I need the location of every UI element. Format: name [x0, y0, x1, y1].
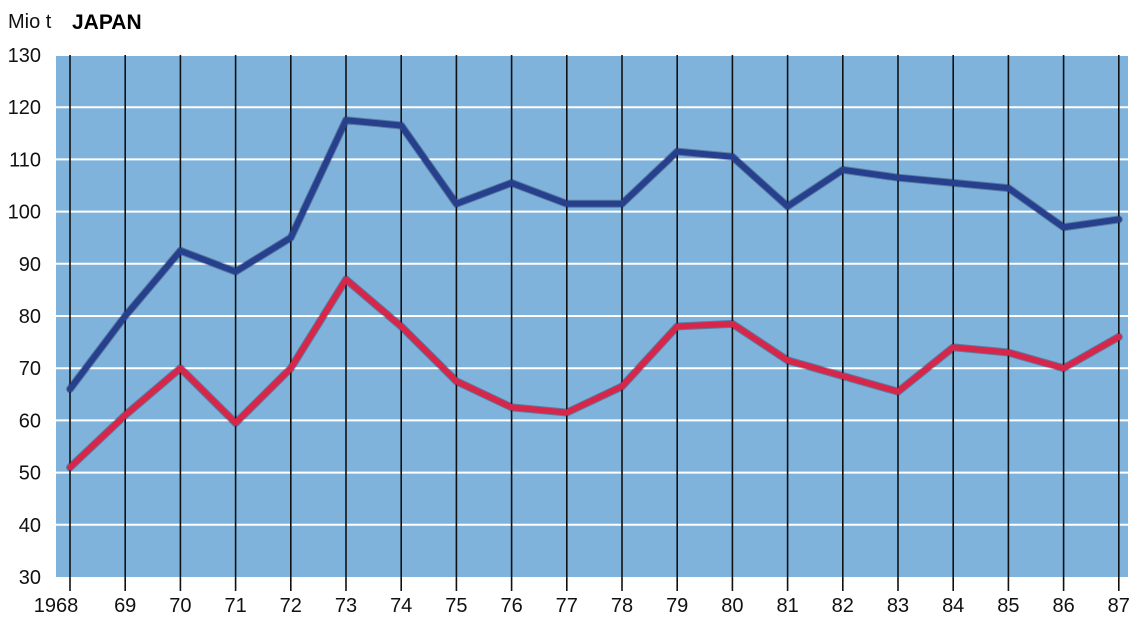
series-0-point-71	[233, 269, 238, 274]
x-tick-label-73: 73	[335, 595, 357, 617]
series-1-point-78	[619, 384, 624, 389]
x-tick-label-1968: 1968	[34, 595, 79, 617]
y-tick-label-60: 60	[19, 410, 41, 432]
x-tick-labels: 1968 69 70 71 72 73 74 75 76 77 78 79 80 81 82 83 84 85 86…	[34, 595, 1130, 617]
y-tick-label-130: 130	[8, 45, 41, 67]
series-1-point-87	[1116, 334, 1121, 339]
series-1-point-84	[951, 345, 956, 350]
series-1-point-80	[730, 321, 735, 326]
series-0-point-79	[675, 149, 680, 154]
series-1-point-81	[785, 358, 790, 363]
series-0-point-85	[1006, 186, 1011, 191]
x-tick-label-72: 72	[280, 595, 302, 617]
series-0-point-78	[619, 201, 624, 206]
x-tick-label-83: 83	[887, 595, 909, 617]
series-1-point-77	[564, 410, 569, 415]
series-0-point-72	[288, 235, 293, 240]
series-1-point-1968	[67, 465, 72, 470]
series-1-point-83	[895, 389, 900, 394]
x-tick-label-87: 87	[1108, 595, 1130, 617]
series-1-point-73	[343, 277, 348, 282]
x-tick-label-71: 71	[224, 595, 246, 617]
series-0-point-83	[895, 175, 900, 180]
series-1-point-76	[509, 405, 514, 410]
y-tick-label-90: 90	[19, 254, 41, 276]
y-tick-label-30: 30	[19, 567, 41, 589]
x-tick-label-74: 74	[390, 595, 412, 617]
series-0-point-1968	[67, 386, 72, 391]
series-0-point-69	[123, 313, 128, 318]
series-0-point-77	[564, 201, 569, 206]
x-tick-label-86: 86	[1052, 595, 1074, 617]
series-0-point-76	[509, 180, 514, 185]
x-tick-label-77: 77	[556, 595, 578, 617]
series-1-point-85	[1006, 350, 1011, 355]
y-tick-label-100: 100	[8, 202, 41, 224]
chart-title: JAPAN	[72, 11, 142, 34]
x-tick-label-75: 75	[445, 595, 467, 617]
y-tick-label-70: 70	[19, 358, 41, 380]
series-1-point-86	[1061, 366, 1066, 371]
y-tick-label-50: 50	[19, 463, 41, 485]
series-0-point-75	[454, 201, 459, 206]
series-1-point-70	[178, 366, 183, 371]
x-tick-label-79: 79	[666, 595, 688, 617]
series-0-point-70	[178, 248, 183, 253]
x-tick-label-84: 84	[942, 595, 964, 617]
y-tick-label-80: 80	[19, 306, 41, 328]
series-0-point-73	[343, 118, 348, 123]
series-0-point-87	[1116, 217, 1121, 222]
series-1-point-71	[233, 420, 238, 425]
series-0-point-86	[1061, 225, 1066, 230]
series-0-point-81	[785, 204, 790, 209]
series-1-point-74	[399, 324, 404, 329]
x-tick-label-69: 69	[114, 595, 136, 617]
x-tick-label-85: 85	[997, 595, 1019, 617]
series-0-point-80	[730, 154, 735, 159]
y-tick-label-40: 40	[19, 515, 41, 537]
y-tick-label-120: 120	[8, 97, 41, 119]
x-tick-label-80: 80	[721, 595, 743, 617]
y-tick-labels: 30 40 50 60 70 80 90 100 110 120 130	[8, 45, 41, 589]
series-0-point-82	[840, 167, 845, 172]
y-tick-label-110: 110	[9, 149, 41, 171]
x-tick-label-76: 76	[500, 595, 522, 617]
series-0-point-84	[951, 180, 956, 185]
series-1-point-72	[288, 366, 293, 371]
series-1-point-79	[675, 324, 680, 329]
x-tick-label-70: 70	[169, 595, 191, 617]
x-tick-label-82: 82	[832, 595, 854, 617]
series-0-point-74	[399, 123, 404, 128]
series-1-point-75	[454, 379, 459, 384]
y-axis-unit-label: Mio t	[8, 11, 52, 33]
series-1-point-82	[840, 373, 845, 378]
x-tick-label-81: 81	[776, 595, 798, 617]
series-1-point-69	[123, 413, 128, 418]
x-tick-label-78: 78	[611, 595, 633, 617]
